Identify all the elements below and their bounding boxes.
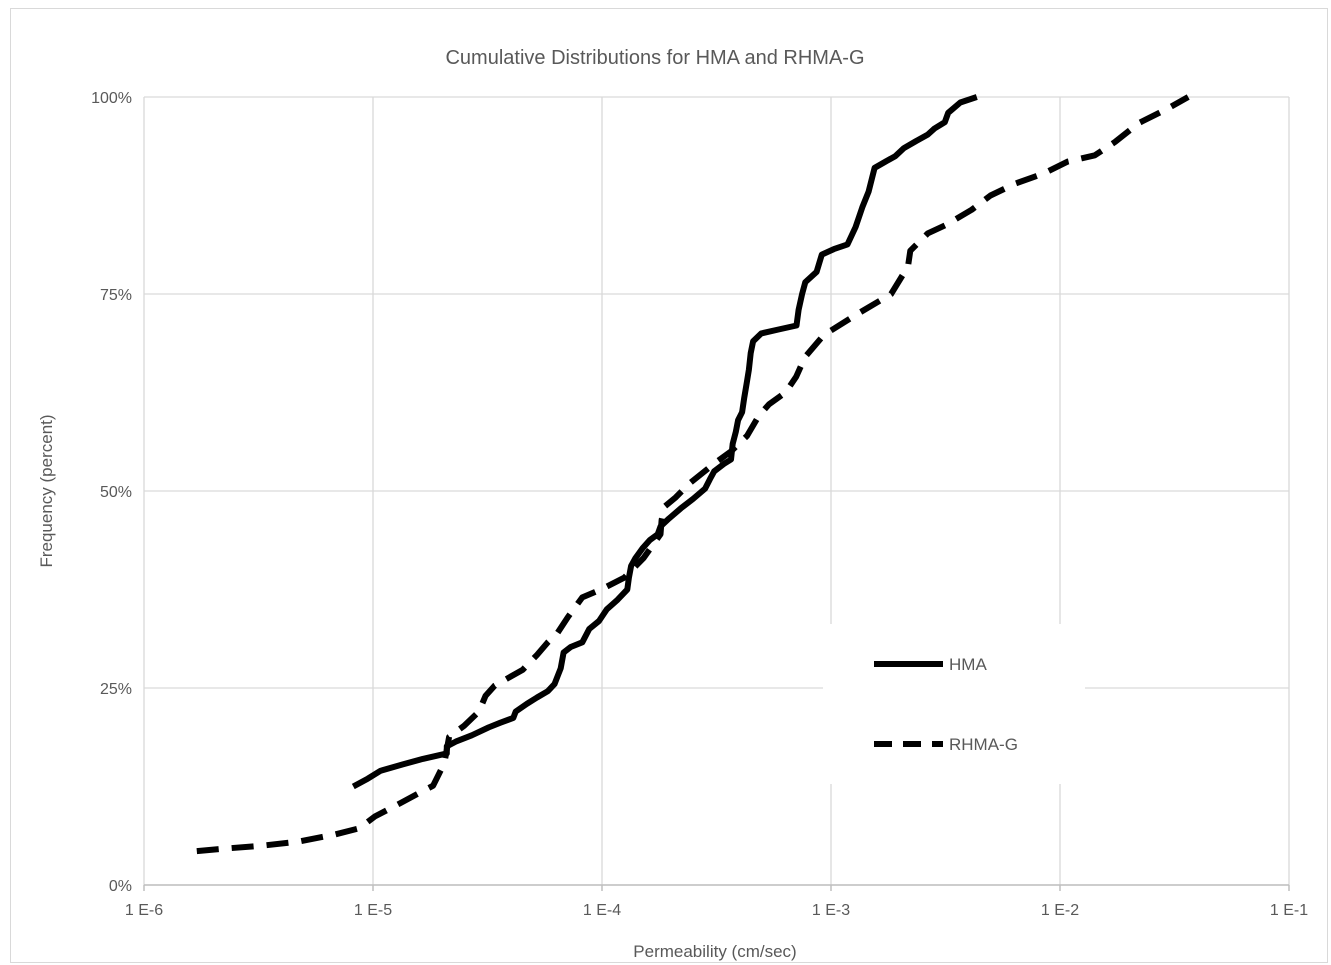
x-tick-label: 1 E-3 (812, 902, 850, 919)
x-tick-label: 1 E-5 (354, 902, 392, 919)
x-tick-label: 1 E-6 (125, 902, 163, 919)
y-axis-title: Frequency (percent) (37, 414, 56, 567)
y-tick-label: 25% (100, 681, 132, 698)
y-tick-label: 50% (100, 484, 132, 501)
chart-svg: 1 E-6 1 E-5 1 E-4 1 E-3 1 E-2 1 E-1 0% 25% 50% 75… (11, 9, 1329, 964)
chart-frame: 1 E-6 1 E-5 1 E-4 1 E-3 1 E-2 1 E-1 0% 25% 50% 75… (10, 8, 1328, 963)
x-tick-label: 1 E-4 (583, 902, 621, 919)
x-tick-label: 1 E-1 (1270, 902, 1308, 919)
x-tick-label: 1 E-2 (1041, 902, 1079, 919)
axes: 1 E-6 1 E-5 1 E-4 1 E-3 1 E-2 1 E-1 0% 25% 50% 75… (91, 90, 1308, 919)
chart-title: Cumulative Distributions for HMA and RHM… (445, 47, 864, 69)
x-axis-title: Permeability (cm/sec) (633, 942, 796, 961)
y-tick-label: 100% (91, 90, 132, 107)
y-tick-label: 75% (100, 287, 132, 304)
legend-label-hma: HMA (949, 655, 987, 674)
legend-label-rhma-g: RHMA-G (949, 735, 1018, 754)
legend-box (823, 624, 1085, 784)
grid (144, 97, 1289, 885)
y-tick-label: 0% (109, 878, 132, 895)
